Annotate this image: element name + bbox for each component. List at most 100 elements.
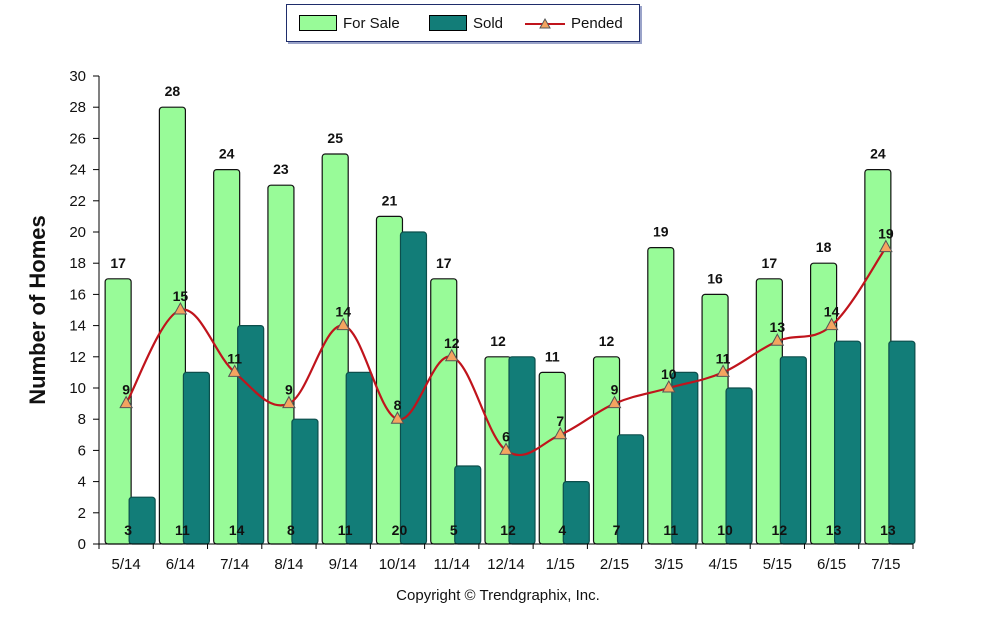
for-sale-bar	[538, 371, 566, 545]
sold-bar	[291, 418, 319, 545]
pended-marker	[499, 442, 513, 455]
y-tick-label: 2	[78, 505, 86, 522]
sold-bar	[454, 465, 482, 545]
pended-data-label: 14	[824, 304, 840, 320]
for-sale-data-label: 21	[382, 192, 398, 208]
x-tick-label: 12/14	[487, 556, 525, 573]
x-tick-label: 5/15	[763, 556, 792, 573]
pended-data-label: 7	[556, 413, 564, 429]
for-sale-bar	[375, 215, 404, 545]
sold-bar	[508, 356, 536, 545]
x-tick-label: 4/15	[708, 556, 737, 573]
sold-bar	[725, 387, 753, 545]
sold-bar	[182, 371, 210, 545]
pended-legend-swatch	[525, 17, 565, 29]
legend: For Sale Sold Pended	[286, 4, 640, 42]
for-sale-bar	[267, 184, 295, 545]
sold-data-label: 11	[338, 522, 353, 538]
y-tick-label: 12	[69, 349, 86, 366]
pended-data-label: 6	[502, 428, 510, 444]
sold-bars	[128, 231, 916, 545]
pended-data-label: 11	[716, 350, 731, 366]
sold-bar	[562, 481, 590, 545]
x-tick-label: 6/15	[817, 556, 846, 573]
pended-data-label: 8	[394, 397, 402, 413]
for-sale-bars	[104, 106, 892, 545]
y-tick-label: 18	[69, 255, 86, 272]
sold-data-label: 8	[287, 522, 295, 538]
sold-data-label: 10	[717, 522, 733, 538]
pended-data-label: 10	[661, 366, 677, 382]
pended-marker	[282, 395, 296, 409]
pended-marker	[824, 317, 839, 331]
copyright-text: Copyright © Trendgraphix, Inc.	[396, 587, 600, 604]
y-tick-label: 14	[69, 318, 86, 335]
for-sale-data-label: 24	[219, 146, 235, 162]
sold-data-label: 13	[826, 522, 842, 538]
pended-data-label: 9	[285, 382, 293, 398]
sold-legend-swatch	[429, 15, 467, 31]
for-sale-legend-swatch	[299, 15, 337, 31]
pended-data-label: 12	[444, 335, 460, 351]
y-tick-label: 8	[78, 411, 86, 428]
pended-data-label: 19	[878, 226, 894, 242]
pended-data-label: 13	[770, 319, 786, 335]
x-tick-label: 1/15	[546, 556, 575, 573]
pended-marker	[879, 239, 893, 253]
y-axis-label: Number of Homes	[25, 215, 50, 404]
x-tick-label: 9/14	[329, 556, 358, 573]
sold-data-label: 20	[392, 522, 408, 538]
for-sale-data-label: 17	[110, 255, 126, 271]
pended-marker	[553, 426, 568, 440]
y-tick-label: 16	[69, 286, 86, 303]
data-labels: 17 3 9 28 11 15 24 14 11 23 8 9 25 11 14 21 20 8 17 5 12 12 12…	[110, 83, 896, 538]
sold-bar	[888, 340, 916, 545]
x-tick-label: 5/14	[112, 556, 141, 573]
x-tick-label: 6/14	[166, 556, 195, 573]
y-tick-label: 26	[69, 130, 86, 147]
for-sale-bar	[430, 278, 458, 545]
for-sale-data-label: 12	[490, 333, 506, 349]
pended-marker	[444, 348, 459, 362]
y-tick-label: 4	[78, 474, 86, 491]
pended-marker	[227, 364, 242, 377]
pended-data-label: 9	[611, 382, 619, 398]
pended-marker	[607, 395, 622, 409]
for-sale-data-label: 28	[165, 83, 181, 99]
for-sale-data-label: 23	[273, 161, 289, 177]
for-sale-bar	[701, 293, 729, 545]
pended-legend-label: Pended	[571, 15, 623, 32]
for-sale-data-label: 24	[870, 146, 886, 162]
for-sale-data-label: 12	[599, 333, 615, 349]
sold-bar	[616, 434, 645, 545]
sold-data-label: 11	[663, 522, 678, 538]
sold-bar	[399, 231, 428, 545]
sold-data-label: 12	[500, 522, 516, 538]
pended-marker	[119, 395, 133, 409]
y-tick-label: 20	[69, 224, 86, 241]
x-tick-label: 7/14	[220, 556, 249, 573]
for-sale-data-label: 17	[762, 255, 778, 271]
pended-marker	[661, 379, 676, 393]
sold-bar	[779, 356, 807, 545]
for-sale-bar	[321, 153, 349, 545]
for-sale-data-label: 19	[653, 224, 669, 240]
y-tick-label: 28	[69, 99, 86, 116]
pended-marker	[173, 301, 188, 315]
for-sale-data-label: 11	[545, 348, 560, 364]
sold-bar	[128, 496, 156, 545]
sold-data-label: 13	[880, 522, 896, 538]
y-tick-label: 10	[69, 380, 86, 397]
x-tick-label: 2/15	[600, 556, 629, 573]
for-sale-bar	[104, 278, 132, 545]
for-sale-data-label: 16	[707, 270, 723, 286]
sold-data-label: 4	[558, 522, 566, 538]
pended-data-label: 9	[122, 382, 130, 398]
pended-data-label: 11	[227, 350, 242, 366]
sold-bar	[833, 340, 862, 545]
y-tick-label: 30	[69, 68, 86, 85]
pended-marker	[770, 333, 785, 346]
sold-bar	[671, 371, 699, 545]
sold-data-label: 14	[229, 522, 245, 538]
